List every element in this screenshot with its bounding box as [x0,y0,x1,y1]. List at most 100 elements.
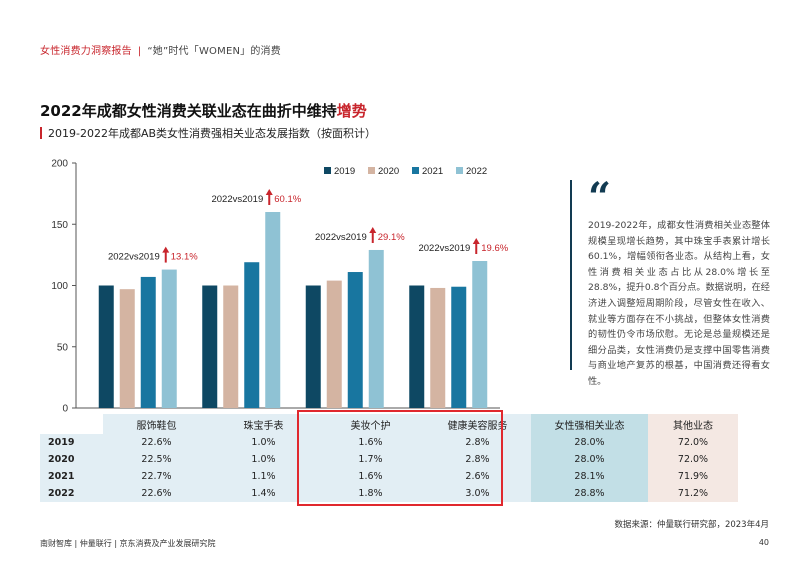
description-text: 2019-2022年，成都女性消费相关业态整体规模呈现增长趋势，其中珠宝手表累计… [588,220,770,387]
table-header-cell: 美妆个护 [317,414,424,434]
arrow-up-icon [472,238,480,244]
annotation-value: 29.1% [378,232,405,243]
table-cell: 28.8% [531,485,648,502]
table-cell: 1.7% [317,451,424,468]
annotation-label: 2022vs2019 [108,252,160,263]
table-cell: 2019 [40,434,103,451]
table-header-cell: 女性强相关业态 [531,414,648,434]
page-title: 2022年成都女性消费关联业态在曲折中维持增势 [40,100,367,121]
quote-icon: “ [588,174,612,221]
table-cell: 71.2% [648,485,738,502]
annotation-value: 60.1% [274,194,301,205]
table-cell: 1.6% [317,434,424,451]
bar-2022 [265,212,281,408]
table-cell: 1.0% [210,434,317,451]
y-tick-label: 0 [62,404,68,415]
bar-2019 [409,285,425,408]
legend-label: 2021 [422,166,443,177]
annotation-label: 2022vs2019 [315,232,367,243]
table-cell: 28.0% [531,451,648,468]
y-tick-label: 50 [57,342,69,353]
table-cell: 71.9% [648,468,738,485]
bar-2021 [140,276,156,408]
legend-label: 2020 [378,166,399,177]
bar-2020 [326,280,342,408]
table-header-row: 服饰鞋包 珠宝手表 美妆个护 健康美容服务 女性强相关业态 其他业态 [40,414,738,434]
report-brand: 女性消费力洞察报告 [40,46,132,57]
bar-2019 [202,285,218,408]
table-row: 2022 22.6% 1.4% 1.8% 3.0% 28.8% 71.2% [40,485,738,502]
table-cell: 22.6% [103,434,210,451]
table-cell: 2.8% [424,451,531,468]
bar-2019 [98,285,114,408]
page-number: 40 [758,538,769,547]
footer-credits: 南财智库 | 仲量联行 | 京东消费及产业发展研究院 [40,539,216,548]
table-cell: 1.6% [317,468,424,485]
bar-2019 [305,285,321,408]
legend-label: 2022 [466,166,487,177]
table-cell: 2.8% [424,434,531,451]
table-cell: 22.7% [103,468,210,485]
annotation-label: 2022vs2019 [418,243,470,254]
report-subtitle: “她”时代「WOMEN」的消费 [147,46,281,57]
legend-label: 2019 [334,166,355,177]
chart-subtitle-text: 2019-2022年成都AB类女性消费强相关业态发展指数（按面积计） [48,127,377,140]
table-cell: 2022 [40,485,103,502]
annotation-label: 2022vs2019 [211,194,263,205]
table-header-cell: 其他业态 [648,414,738,434]
arrow-up-icon [369,226,377,233]
legend-swatch [456,167,463,174]
quote-divider [570,180,572,370]
y-tick-label: 200 [51,159,68,170]
annotation-value: 19.6% [481,243,508,254]
y-tick-label: 100 [51,281,68,292]
bar-2021 [244,262,260,408]
table-header-cell [40,414,103,434]
bar-2020 [430,287,446,408]
page-title-highlight: 增势 [336,102,367,120]
bar-2020 [223,285,239,408]
legend-swatch [412,167,419,174]
table-row: 2019 22.6% 1.0% 1.6% 2.8% 28.0% 72.0% [40,434,738,451]
y-tick-label: 150 [51,220,68,231]
table-header-cell: 珠宝手表 [210,414,317,434]
table-header-cell: 健康美容服务 [424,414,531,434]
bar-2022 [161,269,177,408]
table-cell: 3.0% [424,485,531,502]
table-cell: 22.5% [103,451,210,468]
table-cell: 1.4% [210,485,317,502]
table-cell: 1.1% [210,468,317,485]
report-header: 女性消费力洞察报告 | “她”时代「WOMEN」的消费 [40,42,281,57]
table-cell: 2.6% [424,468,531,485]
highlight-box [297,410,503,506]
table-cell: 2021 [40,468,103,485]
header-separator: | [137,46,142,57]
arrow-up-icon [265,189,273,195]
table-cell: 22.6% [103,485,210,502]
bar-2021 [451,286,467,408]
bar-2022 [472,261,488,408]
table-cell: 1.8% [317,485,424,502]
legend-swatch [324,167,331,174]
table-row: 2021 22.7% 1.1% 1.6% 2.6% 28.1% 71.9% [40,468,738,485]
bar-2021 [347,272,363,408]
table-cell: 72.0% [648,451,738,468]
share-table: 服饰鞋包 珠宝手表 美妆个护 健康美容服务 女性强相关业态 其他业态 2019 … [40,414,738,502]
chart-subtitle: 2019-2022年成都AB类女性消费强相关业态发展指数（按面积计） [40,125,376,141]
table-cell: 2020 [40,451,103,468]
table-cell: 1.0% [210,451,317,468]
page-title-main: 2022年成都女性消费关联业态在曲折中维持 [40,102,337,120]
table-cell: 72.0% [648,434,738,451]
data-source: 数据来源：仲量联行研究部，2023年4月 [614,520,769,530]
table-cell: 28.0% [531,434,648,451]
legend-swatch [368,167,375,174]
arrow-up-icon [162,246,170,253]
bar-2022 [368,249,384,408]
table-cell: 28.1% [531,468,648,485]
table-header-cell: 服饰鞋包 [103,414,210,434]
table-row: 2020 22.5% 1.0% 1.7% 2.8% 28.0% 72.0% [40,451,738,468]
subtitle-accent-bar [40,127,42,139]
bar-2020 [119,289,135,408]
annotation-value: 13.1% [171,252,198,263]
